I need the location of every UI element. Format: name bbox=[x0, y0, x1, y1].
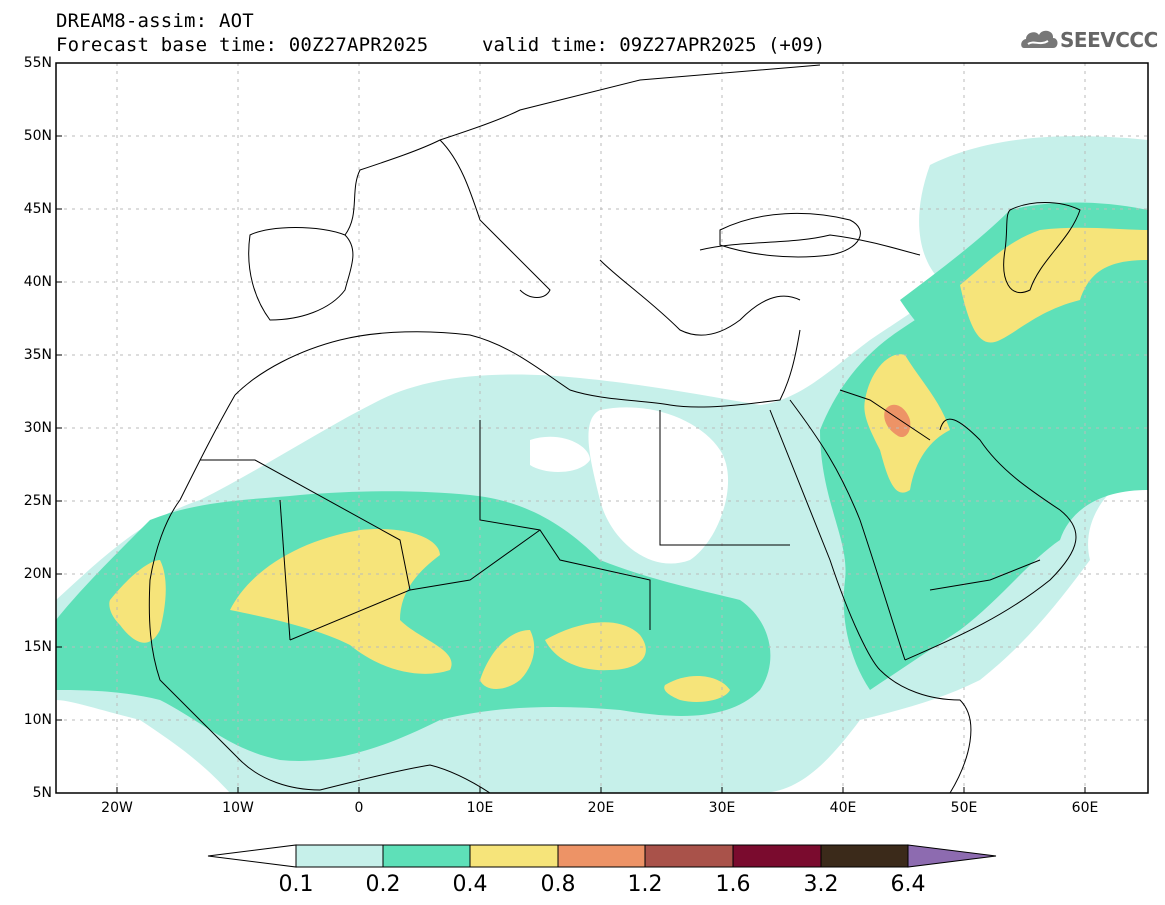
lat-label: 5N bbox=[32, 785, 52, 801]
aot-band-0.8 bbox=[884, 404, 911, 438]
colorbar-label: 0.2 bbox=[365, 872, 401, 897]
cloud-logo-icon bbox=[1021, 30, 1058, 48]
lon-label: 20E bbox=[587, 800, 615, 816]
aot-band-0.4-sudan bbox=[545, 622, 646, 671]
colorbar-swatch-0 bbox=[295, 844, 384, 868]
lat-label: 10N bbox=[23, 712, 52, 728]
colorbar-label: 0.1 bbox=[278, 872, 314, 897]
colorbar-swatch-6 bbox=[820, 844, 909, 868]
lat-label: 15N bbox=[23, 639, 52, 655]
lon-label: 60E bbox=[1071, 800, 1099, 816]
lon-label: 40E bbox=[829, 800, 857, 816]
colorbar-swatch-2 bbox=[469, 844, 559, 868]
lat-label: 25N bbox=[23, 493, 52, 509]
aot-band-0.4-east bbox=[664, 675, 730, 702]
lon-label: 10W bbox=[222, 800, 254, 816]
colorbar-swatch-3 bbox=[557, 844, 646, 868]
aot-clear-1 bbox=[588, 407, 729, 564]
lon-label: 0 bbox=[354, 800, 364, 816]
aot-band-0.4-caspian bbox=[960, 227, 1148, 343]
colorbar-low-arrow bbox=[207, 844, 297, 868]
colorbar-swatch-5 bbox=[732, 844, 822, 868]
coastlines bbox=[148, 64, 1081, 793]
lon-label: 30E bbox=[708, 800, 736, 816]
lon-label: 10E bbox=[466, 800, 494, 816]
colorbar-label: 3.2 bbox=[803, 872, 839, 897]
lat-label: 50N bbox=[23, 128, 52, 144]
chart-title: DREAM8-assim: AOT bbox=[56, 10, 254, 32]
colorbar-label: 1.6 bbox=[715, 872, 751, 897]
valid-time: valid time: 09Z27APR2025 (+09) bbox=[482, 34, 826, 56]
colorbar bbox=[207, 844, 997, 868]
aot-clear-2 bbox=[530, 436, 590, 472]
forecast-base-time: Forecast base time: 00Z27APR2025 bbox=[56, 34, 429, 56]
lat-label: 55N bbox=[23, 55, 52, 71]
lat-label: 20N bbox=[23, 566, 52, 582]
lat-label: 35N bbox=[23, 347, 52, 363]
lat-label: 40N bbox=[23, 274, 52, 290]
colorbar-label: 0.4 bbox=[452, 872, 488, 897]
colorbar-label: 1.2 bbox=[627, 872, 663, 897]
lat-label: 45N bbox=[23, 201, 52, 217]
logo-text: SEEVCCC bbox=[1060, 28, 1158, 52]
aot-shading bbox=[56, 136, 1148, 793]
colorbar-label: 0.8 bbox=[540, 872, 576, 897]
colorbar-label: 6.4 bbox=[890, 872, 926, 897]
aot-band-0.4-mauritania bbox=[109, 560, 166, 643]
colorbar-high-arrow bbox=[907, 844, 997, 868]
colorbar-swatch-4 bbox=[644, 844, 734, 868]
lon-label: 50E bbox=[950, 800, 978, 816]
lon-label: 20W bbox=[101, 800, 133, 816]
aot-band-0.2 bbox=[56, 491, 771, 761]
graticule bbox=[56, 63, 1148, 793]
colorbar-swatch-1 bbox=[382, 844, 471, 868]
aot-band-0.4-sahel bbox=[230, 529, 452, 674]
axis-ticks bbox=[56, 135, 1086, 793]
lat-label: 30N bbox=[23, 420, 52, 436]
aot-band-0.4-chad bbox=[480, 630, 535, 689]
